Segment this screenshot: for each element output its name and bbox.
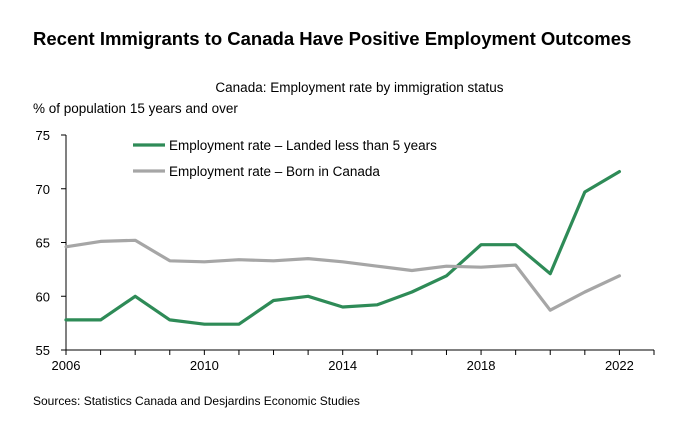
y-tick-label: 60 [36,289,50,304]
x-tick-label: 2022 [605,358,634,373]
series-line-landed [64,170,622,326]
chart-axes: 55 60 65 70 75 2006 2010 2014 2018 2022 [36,128,655,373]
chart-legend: Employment rate – Landed less than 5 yea… [133,138,437,179]
y-axis-label: % of population 15 years and over [33,101,238,116]
legend-label-born: Employment rate – Born in Canada [169,164,380,179]
series-line-born [64,238,622,312]
x-tick-label: 2006 [52,358,81,373]
chart-subtitle: Canada: Employment rate by immigration s… [215,80,504,95]
y-tick-label: 65 [36,236,50,251]
y-tick-label: 70 [36,182,50,197]
y-tick-label: 55 [36,343,50,358]
x-tick-label: 2010 [190,358,219,373]
legend-label-landed: Employment rate – Landed less than 5 yea… [169,138,437,153]
chart-series [64,170,622,326]
chart-title: Recent Immigrants to Canada Have Positiv… [33,28,632,49]
x-tick-label: 2014 [328,358,357,373]
x-tick-label: 2018 [467,358,496,373]
source-note: Sources: Statistics Canada and Desjardin… [33,394,360,408]
y-tick-label: 75 [36,128,50,143]
